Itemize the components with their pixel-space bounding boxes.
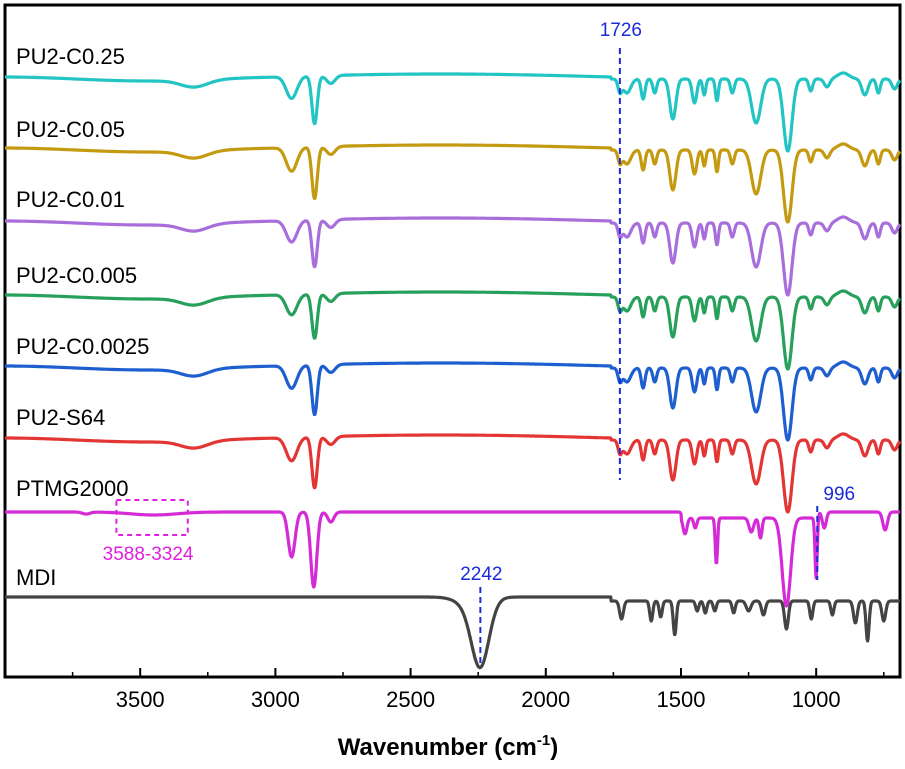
annotation-label-3588-3324: 3588-3324: [103, 544, 194, 565]
x-tick-label-1500: 1500: [657, 687, 706, 712]
series-label-pu2-s64: PU2-S64: [16, 405, 105, 430]
x-axis-label-main: Wavenumber (cm: [338, 734, 537, 761]
annotation-label-1726: 1726: [600, 20, 642, 41]
series-label-mdi: MDI: [16, 565, 56, 590]
series-line-ptmg2000: [3, 510, 902, 608]
series-line-pu2-c0-25: [3, 71, 902, 153]
annotation-label-996: 996: [823, 484, 855, 505]
series-line-pu2-c0-0025: [3, 360, 902, 442]
series-line-pu2-c0-005: [3, 289, 902, 371]
series-label-pu2-c0-05: PU2-C0.05: [16, 117, 125, 142]
x-tick-label-3500: 3500: [116, 687, 165, 712]
plot-frame: [3, 3, 902, 679]
x-tick-label-2500: 2500: [386, 687, 435, 712]
series-label-pu2-c0-005: PU2-C0.005: [16, 263, 137, 288]
series-line-pu2-c0-05: [3, 142, 902, 224]
x-tick-label-2000: 2000: [521, 687, 570, 712]
x-tick-label-3000: 3000: [251, 687, 300, 712]
series-label-pu2-c0-25: PU2-C0.25: [16, 44, 125, 69]
series-label-ptmg2000: PTMG2000: [16, 476, 129, 501]
series-label-pu2-c0-0025: PU2-C0.0025: [16, 334, 149, 359]
series-line-pu2-c0-01: [3, 215, 902, 297]
x-axis-label-close: ): [550, 734, 558, 761]
series-line-pu2-s64: [3, 432, 902, 514]
x-tick-label-1000: 1000: [792, 687, 841, 712]
x-axis-label-sup: -1: [537, 732, 550, 749]
series-label-pu2-c0-01: PU2-C0.01: [16, 187, 125, 212]
series-line-mdi: [3, 595, 902, 670]
annotation-box-3588-3324: [115, 499, 189, 536]
x-axis-label: Wavenumber (cm-1): [338, 732, 559, 761]
annotation-label-2242: 2242: [460, 564, 502, 585]
